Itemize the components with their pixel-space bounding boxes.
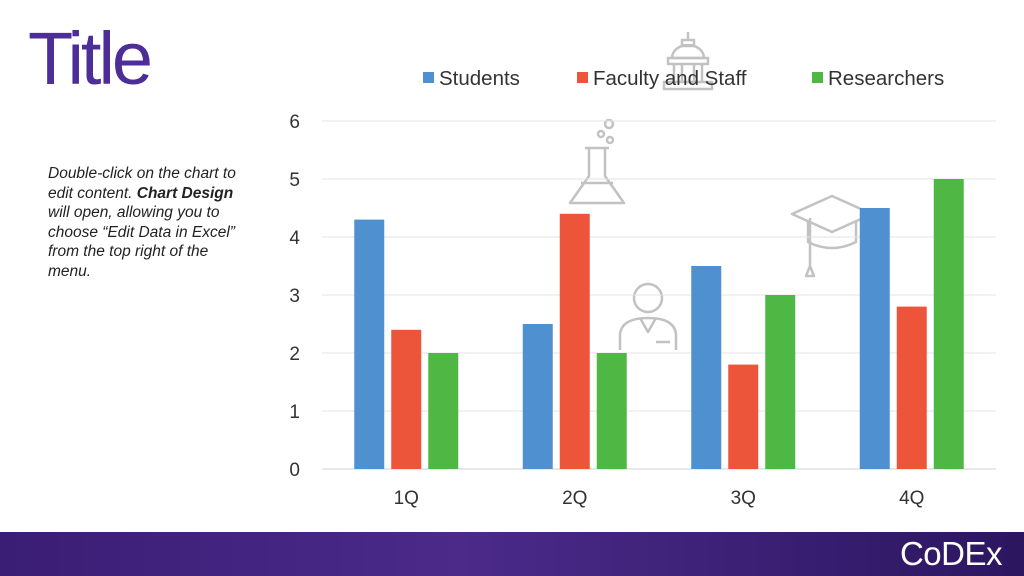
bar-1Q-students <box>354 219 385 469</box>
y-tick-label: 6 <box>289 112 300 133</box>
bar-4Q-researchers <box>933 179 964 469</box>
slide-title: Title <box>28 17 153 100</box>
bar-2Q-faculty-and-staff <box>559 213 590 469</box>
y-tick-label: 2 <box>289 344 300 365</box>
bar-1Q-researchers <box>428 353 459 469</box>
footer-bar: CoDEx <box>0 532 1024 576</box>
legend-swatch <box>812 72 823 83</box>
legend-swatch <box>577 72 588 83</box>
chart-bars <box>354 179 964 469</box>
y-tick-label: 3 <box>289 286 300 307</box>
legend-label: Researchers <box>828 67 944 90</box>
x-tick-label: 2Q <box>562 488 587 509</box>
y-tick-label: 4 <box>289 228 300 249</box>
instructions-part-1: Double-click on the chart to edit conten… <box>48 165 236 202</box>
codex-logo: CoDEx <box>899 535 1003 572</box>
bar-2Q-researchers <box>596 353 627 469</box>
x-tick-label: 4Q <box>899 488 924 509</box>
bar-chart[interactable]: 0 1 2 3 4 5 6 1Q 2Q 3Q 4Q Students Faculty and Sta… <box>0 0 1024 532</box>
y-tick-label: 1 <box>289 402 300 423</box>
x-tick-label: 1Q <box>394 488 419 509</box>
instructions-bold-term: Chart Design <box>136 184 234 202</box>
capitol-building-icon <box>662 32 714 91</box>
y-tick-label: 5 <box>289 170 300 191</box>
y-tick-label: 0 <box>289 460 300 481</box>
bar-3Q-faculty-and-staff <box>728 364 759 469</box>
y-axis-ticks: 0 1 2 3 4 5 6 <box>289 112 300 481</box>
legend-label: Faculty and Staff <box>593 67 747 90</box>
bar-3Q-students <box>691 266 722 469</box>
bar-3Q-researchers <box>765 295 796 469</box>
instructions-text: Double-click on the chart to edit conten… <box>48 164 248 281</box>
bar-4Q-faculty-and-staff <box>896 306 927 469</box>
flask-icon <box>568 118 626 205</box>
bar-4Q-students <box>859 208 890 469</box>
x-axis-ticks: 1Q 2Q 3Q 4Q <box>394 488 925 509</box>
bar-1Q-faculty-and-staff <box>391 329 422 469</box>
instructions-part-2: will open, allowing you to choose “Edit … <box>48 204 235 280</box>
person-with-badge-icon <box>618 282 678 350</box>
chart-gridlines <box>322 120 996 470</box>
chart-legend: Students Faculty and Staff Researchers <box>423 67 944 90</box>
legend-swatch <box>423 72 434 83</box>
bar-2Q-students <box>522 324 553 469</box>
x-tick-label: 3Q <box>731 488 756 509</box>
legend-label: Students <box>439 67 520 90</box>
